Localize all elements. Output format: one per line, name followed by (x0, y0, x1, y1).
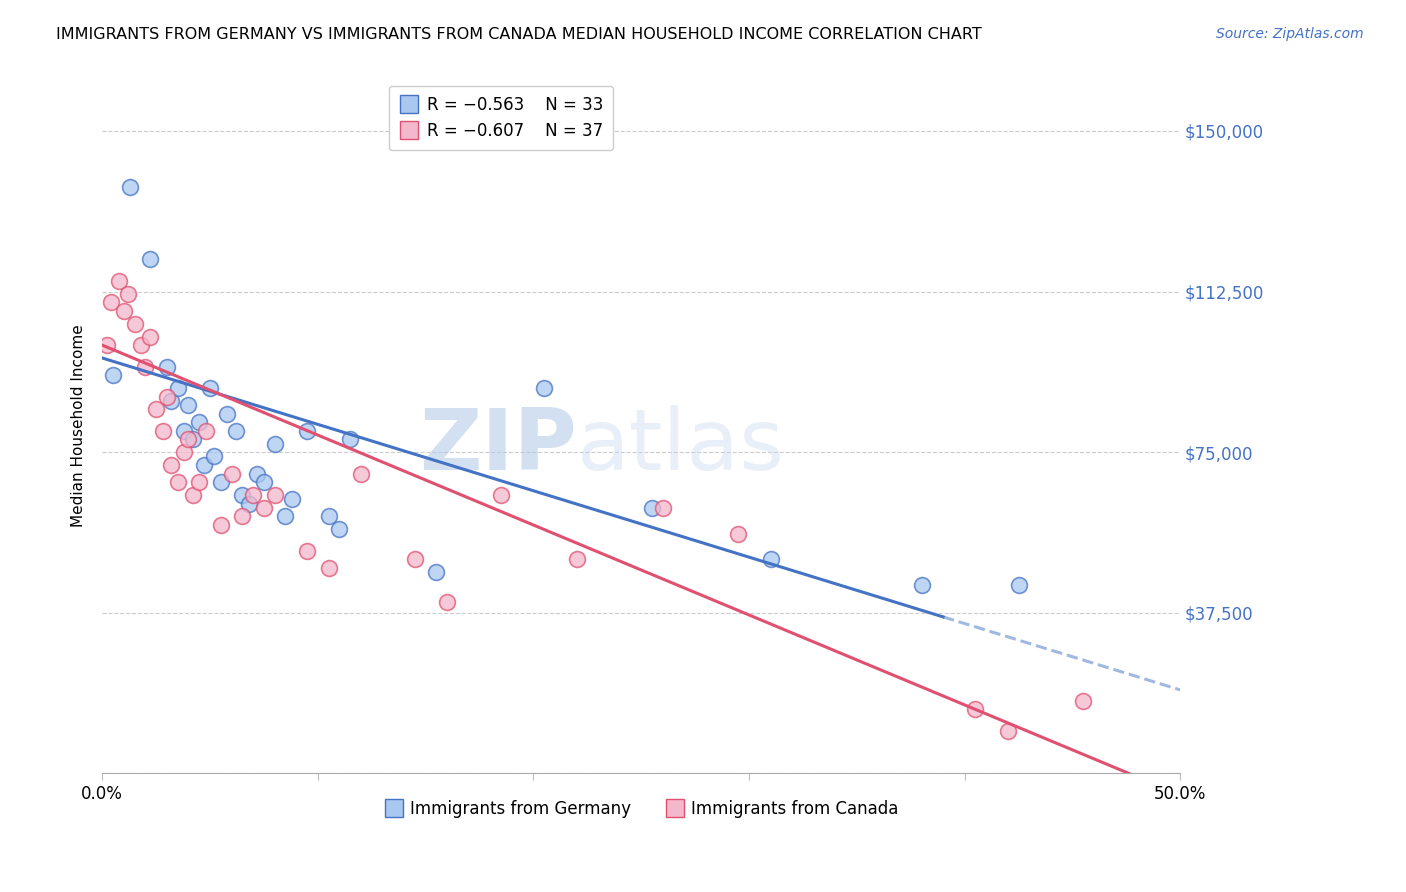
Point (263, 488, 285, 502)
Point (253, 500, 276, 515)
Point (188, 475, 211, 490)
Point (641, 500, 664, 515)
Point (193, 458, 215, 472)
Point (160, 458, 183, 472)
Text: Source: ZipAtlas.com: Source: ZipAtlas.com (1216, 27, 1364, 41)
Point (225, 424, 247, 438)
Point (425, 565, 447, 579)
Text: ZIP: ZIP (419, 405, 576, 488)
Point (138, 329, 160, 343)
Point (202, 450, 225, 464)
Y-axis label: Median Household Income: Median Household Income (72, 324, 86, 527)
Point (295, 543, 318, 558)
Point (134, 359, 156, 374)
Point (124, 317, 146, 331)
Point (221, 467, 243, 481)
Point (231, 488, 253, 502)
Point (231, 509, 253, 524)
Point (177, 433, 200, 447)
Point (181, 488, 204, 502)
Point (253, 475, 276, 490)
Point (565, 552, 588, 566)
Point (339, 433, 361, 447)
Point (759, 552, 782, 566)
Point (152, 424, 174, 438)
Point (274, 509, 297, 524)
Point (173, 445, 195, 459)
Point (117, 286, 139, 301)
Point (1007, 578, 1029, 592)
Point (533, 381, 555, 395)
Point (166, 381, 188, 395)
Legend: Immigrants from Germany, Immigrants from Canada: Immigrants from Germany, Immigrants from… (377, 793, 905, 824)
Point (318, 509, 340, 524)
Point (217, 407, 239, 421)
Point (198, 381, 221, 395)
Point (166, 475, 188, 490)
Point (263, 436, 285, 450)
Text: atlas: atlas (576, 405, 785, 488)
Point (145, 402, 167, 417)
Point (209, 518, 232, 533)
Text: IMMIGRANTS FROM GERMANY VS IMMIGRANTS FROM CANADA MEDIAN HOUSEHOLD INCOME CORREL: IMMIGRANTS FROM GERMANY VS IMMIGRANTS FR… (56, 27, 981, 42)
Point (173, 424, 195, 438)
Point (108, 274, 131, 288)
Point (318, 561, 340, 575)
Point (295, 424, 318, 438)
Point (160, 393, 183, 408)
Point (177, 398, 200, 412)
Point (194, 424, 217, 438)
Point (436, 595, 458, 609)
Point (281, 492, 304, 507)
Point (101, 368, 124, 383)
Point (910, 578, 932, 592)
Point (188, 415, 211, 429)
Point (489, 488, 512, 502)
Point (120, 179, 142, 194)
Point (246, 467, 269, 481)
Point (112, 304, 135, 318)
Point (138, 252, 160, 267)
Point (209, 475, 232, 490)
Point (727, 526, 749, 541)
Point (350, 467, 373, 481)
Point (328, 522, 350, 536)
Point (242, 488, 264, 502)
Point (129, 338, 152, 352)
Point (96, 338, 118, 352)
Point (997, 723, 1019, 738)
Point (238, 497, 260, 511)
Point (651, 500, 673, 515)
Point (965, 702, 987, 716)
Point (100, 295, 122, 310)
Point (1071, 693, 1094, 707)
Point (181, 433, 204, 447)
Point (156, 359, 179, 374)
Point (404, 552, 426, 566)
Point (156, 390, 179, 404)
